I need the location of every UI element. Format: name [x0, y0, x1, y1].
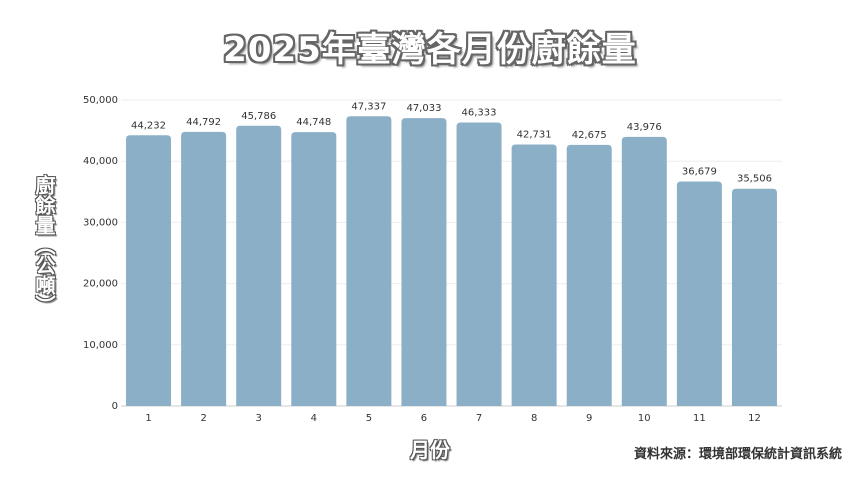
- y-tick-label: 50,000: [83, 95, 118, 106]
- data-label: 44,748: [296, 117, 331, 128]
- x-tick-label: 12: [748, 413, 761, 424]
- bar: [291, 132, 337, 406]
- chart-title: 2025年臺灣各月份廚餘量: [223, 30, 637, 70]
- x-tick-label: 11: [693, 413, 706, 424]
- x-tick-label: 7: [476, 413, 482, 424]
- y-tick-label: 40,000: [83, 156, 118, 167]
- bar: [621, 136, 667, 406]
- bar: [456, 122, 502, 406]
- bar: [511, 144, 557, 407]
- data-label: 44,792: [186, 117, 221, 128]
- y-tick-label: 10,000: [83, 340, 118, 351]
- x-tick-label: 1: [145, 413, 151, 424]
- data-label: 46,333: [462, 107, 497, 118]
- data-label: 36,679: [682, 167, 717, 178]
- data-label: 44,232: [131, 120, 166, 131]
- data-label: 47,337: [351, 101, 386, 112]
- data-label: 43,976: [627, 122, 662, 133]
- bar: [236, 125, 282, 407]
- data-label: 42,731: [517, 129, 552, 140]
- source-note: 資料來源：環境部環保統計資訊系統: [633, 447, 842, 462]
- y-tick-label: 20,000: [83, 279, 118, 290]
- data-label: 42,675: [572, 130, 607, 141]
- bar: [566, 144, 612, 407]
- data-label: 45,786: [241, 111, 276, 122]
- bar: [401, 118, 447, 406]
- y-tick-label: 30,000: [83, 217, 118, 228]
- x-axis-label: 月份: [410, 438, 450, 462]
- x-tick-label: 10: [638, 413, 651, 424]
- x-tick-label: 6: [421, 413, 427, 424]
- data-label: 47,033: [406, 103, 441, 114]
- bar: [126, 135, 172, 406]
- bar: [731, 188, 777, 406]
- bar: [676, 181, 722, 406]
- x-tick-label: 5: [366, 413, 372, 424]
- x-tick-label: 4: [311, 413, 317, 424]
- x-tick-label: 8: [531, 413, 537, 424]
- bar: [181, 131, 227, 406]
- x-tick-label: 9: [586, 413, 592, 424]
- data-label: 35,506: [737, 174, 772, 185]
- bar: [346, 116, 392, 407]
- x-tick-label: 2: [200, 413, 206, 424]
- y-tick-label: 0: [112, 401, 118, 412]
- x-tick-label: 3: [256, 413, 262, 424]
- y-axis-label: 廚餘量（公噸）: [32, 175, 56, 315]
